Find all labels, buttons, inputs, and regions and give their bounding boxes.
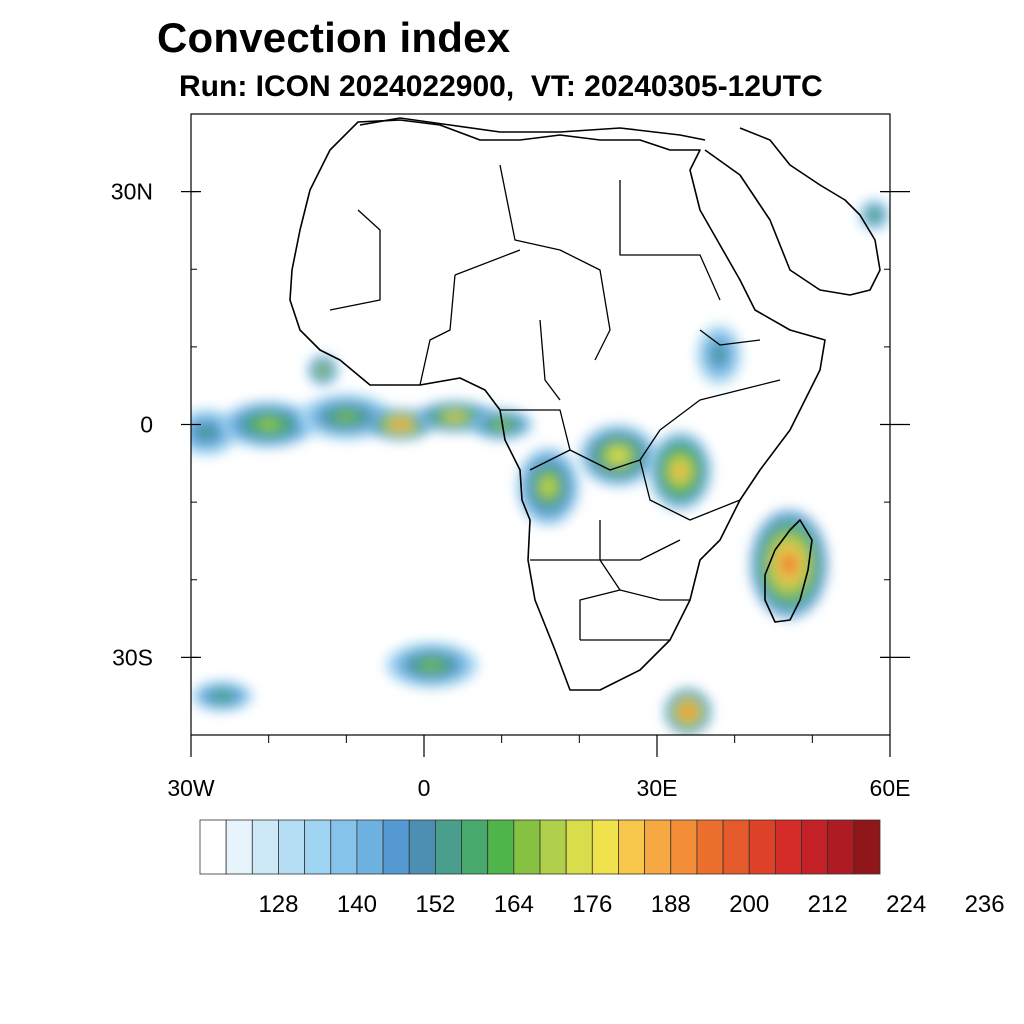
colorbar-swatch <box>199 819 227 875</box>
colorbar-swatch <box>304 819 332 875</box>
convection-contour <box>674 463 687 479</box>
convection-cell <box>299 393 393 441</box>
convection-cell <box>517 447 580 526</box>
lat-tick-label: 30N <box>111 179 153 205</box>
arabia-coastline <box>704 127 881 296</box>
colorbar-swatch <box>487 819 515 875</box>
lat-tick-label: 30S <box>112 644 153 670</box>
colorbar-swatch <box>539 819 567 875</box>
convection-cell <box>695 323 743 386</box>
colorbar-label: 164 <box>494 891 534 918</box>
convection-contour <box>200 427 213 437</box>
convection-contour <box>215 693 229 700</box>
convection-contour <box>781 553 797 576</box>
convection-cell <box>858 199 890 231</box>
colorbar-swatch <box>434 819 462 875</box>
colorbar-swatch <box>774 819 802 875</box>
colorbar-swatch <box>748 819 776 875</box>
axis-ticks: 30N 0 30S 30W 0 30E 60E <box>111 179 911 801</box>
colorbar-swatch <box>565 819 593 875</box>
convection-contour <box>319 367 327 374</box>
lon-tick-label: 30W <box>167 775 215 801</box>
colorbar-label: 236 <box>965 891 1005 918</box>
colorbar-label: 176 <box>572 891 612 918</box>
convection-contour <box>394 421 407 428</box>
lon-tick-label: 30E <box>637 775 678 801</box>
plot-subtitle: Run: ICON 2024022900, VT: 20240305-12UTC <box>179 70 823 103</box>
convection-cell <box>416 401 494 433</box>
colorbar-label: 200 <box>729 891 769 918</box>
convection-cell <box>307 354 339 386</box>
colorbar-label: 152 <box>415 891 455 918</box>
colorbar-swatch <box>408 819 436 875</box>
convection-contour <box>259 419 278 430</box>
convection-contour <box>610 449 626 462</box>
colorbar-swatch <box>330 819 358 875</box>
convection-cell <box>385 641 479 689</box>
mediterranean-coast <box>359 117 706 141</box>
colorbar-swatch <box>278 819 306 875</box>
convection-contour <box>714 348 724 361</box>
lon-tick-label: 0 <box>418 775 431 801</box>
colorbar-swatch <box>382 819 410 875</box>
convection-contour <box>422 660 442 670</box>
colorbar-swatch <box>591 819 619 875</box>
convection-cell <box>649 432 712 510</box>
colorbar-swatch <box>513 819 541 875</box>
colorbar-label: 140 <box>337 891 377 918</box>
convection-contour <box>447 413 463 420</box>
convection-contour <box>871 211 878 219</box>
country-borders <box>329 164 781 641</box>
lat-tick-label: 0 <box>140 412 153 438</box>
colorbar-swatch <box>827 819 855 875</box>
colorbar-swatch <box>618 819 646 875</box>
colorbar-swatch <box>225 819 253 875</box>
convection-field <box>191 199 890 735</box>
convection-cell <box>664 688 712 735</box>
convection-contour <box>542 478 555 495</box>
colorbar-swatch <box>251 819 279 875</box>
colorbar-swatch <box>696 819 724 875</box>
convection-cell <box>750 509 828 619</box>
colorbar-swatch <box>644 819 672 875</box>
colorbar-label: 128 <box>258 891 298 918</box>
colorbar-swatch <box>722 819 750 875</box>
convection-cell <box>222 401 316 448</box>
convection-cell <box>579 424 658 487</box>
colorbar: 128 140 152 164 176 188 200 212 224 236 <box>199 819 1005 918</box>
colorbar-swatch <box>461 819 489 875</box>
convection-contour <box>337 412 356 422</box>
colorbar-swatch <box>853 819 881 875</box>
colorbar-label: 224 <box>886 891 926 918</box>
colorbar-label: 188 <box>651 891 691 918</box>
convection-cell <box>191 680 254 712</box>
colorbar-label: 212 <box>808 891 848 918</box>
plot-title: Convection index <box>157 14 511 61</box>
lon-tick-label: 60E <box>870 775 911 801</box>
convection-contour <box>683 707 693 717</box>
colorbar-swatch <box>356 819 384 875</box>
colorbar-swatch <box>670 819 698 875</box>
colorbar-swatch <box>801 819 829 875</box>
coastlines <box>289 117 881 691</box>
madagascar-coastline <box>764 519 813 623</box>
